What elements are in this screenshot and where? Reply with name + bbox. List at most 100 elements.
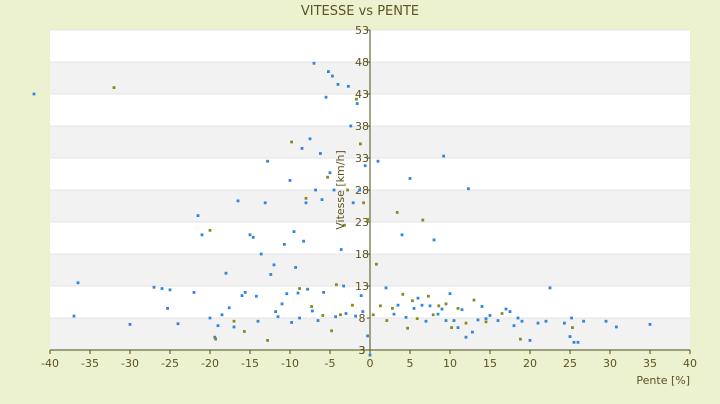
data-point-blue bbox=[304, 201, 308, 205]
data-point-olive bbox=[355, 97, 358, 101]
data-point-blue bbox=[366, 334, 369, 338]
data-point-blue bbox=[359, 294, 363, 297]
data-point-blue bbox=[256, 319, 260, 323]
x-tick-label: -25 bbox=[161, 357, 179, 370]
x-tick-labels: -40 -35 -30 -25 -20 -15 -10 -5 0 5 10 15 20 25 30 35 40 bbox=[41, 350, 697, 370]
data-point-blue bbox=[516, 316, 520, 320]
data-point-blue bbox=[504, 307, 508, 311]
data-point-olive bbox=[437, 304, 441, 308]
data-point-olive bbox=[411, 299, 414, 303]
data-point-olive bbox=[431, 313, 435, 317]
data-point-olive bbox=[232, 319, 236, 323]
data-point-blue bbox=[306, 287, 309, 291]
data-point-blue bbox=[240, 294, 244, 297]
data-point-blue bbox=[176, 322, 180, 326]
data-point-blue bbox=[312, 61, 316, 65]
data-point-blue bbox=[328, 171, 332, 175]
x-tick-label: -40 bbox=[41, 357, 59, 370]
y-tick-label: 23 bbox=[355, 216, 369, 229]
data-point-olive bbox=[456, 307, 460, 310]
data-point-blue bbox=[324, 95, 328, 99]
data-point-blue bbox=[327, 70, 330, 73]
y-tick-label: 8 bbox=[359, 312, 366, 325]
data-point-blue bbox=[227, 306, 231, 310]
data-point-blue bbox=[528, 339, 532, 342]
y-tick-label: 3 bbox=[359, 344, 366, 357]
data-point-blue bbox=[308, 137, 312, 141]
x-tick-label: -10 bbox=[281, 357, 299, 370]
data-point-blue bbox=[263, 201, 267, 205]
data-point-blue bbox=[220, 313, 224, 317]
data-point-blue bbox=[302, 239, 305, 243]
y-axis-label: Vitesse [km/h] bbox=[334, 150, 347, 230]
x-tick-label: 5 bbox=[407, 357, 414, 370]
data-point-olive bbox=[395, 211, 399, 214]
x-tick-label: -35 bbox=[81, 357, 99, 370]
data-point-blue bbox=[464, 335, 468, 339]
data-point-blue bbox=[168, 288, 172, 292]
data-point-olive bbox=[427, 294, 430, 298]
x-tick-label: -5 bbox=[325, 357, 336, 370]
data-point-olive bbox=[391, 307, 394, 310]
data-point-blue bbox=[361, 310, 365, 313]
data-point-olive bbox=[310, 305, 313, 308]
data-point-olive bbox=[571, 326, 574, 329]
data-point-blue bbox=[404, 315, 408, 319]
data-point-blue bbox=[285, 292, 289, 296]
x-tick-label: 10 bbox=[443, 357, 457, 370]
data-point-blue bbox=[296, 291, 300, 295]
data-point-olive bbox=[326, 175, 329, 179]
data-point-blue bbox=[232, 325, 236, 329]
data-point-olive bbox=[346, 188, 349, 192]
data-point-blue bbox=[314, 188, 317, 192]
data-point-olive bbox=[298, 287, 301, 290]
data-point-blue bbox=[570, 316, 573, 320]
data-point-blue bbox=[576, 340, 580, 344]
y-tick-label: 53 bbox=[355, 24, 369, 37]
data-point-olive bbox=[500, 312, 504, 315]
data-point-blue bbox=[128, 323, 132, 326]
data-point-olive bbox=[243, 330, 246, 333]
data-point-olive bbox=[335, 283, 338, 287]
data-point-blue bbox=[200, 233, 204, 237]
data-point-blue bbox=[442, 154, 445, 158]
data-point-blue bbox=[400, 233, 404, 237]
data-point-blue bbox=[604, 319, 608, 323]
data-point-blue bbox=[355, 102, 359, 105]
data-point-blue bbox=[488, 314, 492, 317]
data-point-blue bbox=[508, 310, 512, 313]
data-point-blue bbox=[243, 291, 247, 294]
data-point-blue bbox=[444, 319, 448, 322]
data-point-blue bbox=[448, 292, 452, 296]
data-point-olive bbox=[444, 302, 448, 306]
x-tick-label: 0 bbox=[367, 357, 374, 370]
y-tick-label: 33 bbox=[355, 152, 369, 165]
data-point-blue bbox=[322, 291, 325, 294]
data-point-blue bbox=[316, 319, 320, 322]
data-point-blue bbox=[484, 317, 488, 321]
data-point-blue bbox=[32, 92, 36, 96]
data-point-olive bbox=[519, 337, 522, 341]
data-point-olive bbox=[450, 326, 453, 329]
x-tick-label: 15 bbox=[483, 357, 497, 370]
data-point-blue bbox=[563, 321, 566, 325]
y-tick-label: 28 bbox=[355, 184, 369, 197]
data-point-olive bbox=[339, 313, 342, 317]
data-point-blue bbox=[342, 284, 345, 288]
data-point-olive bbox=[406, 326, 409, 330]
data-point-olive bbox=[214, 337, 217, 341]
data-point-blue bbox=[424, 319, 428, 323]
data-point-blue bbox=[544, 319, 548, 323]
data-point-blue bbox=[520, 319, 524, 323]
data-point-blue bbox=[347, 84, 350, 88]
data-point-blue bbox=[432, 238, 436, 242]
data-point-blue bbox=[536, 321, 540, 325]
data-point-olive bbox=[379, 304, 382, 308]
data-point-blue bbox=[294, 266, 297, 269]
data-point-blue bbox=[290, 321, 293, 324]
data-point-blue bbox=[292, 230, 296, 233]
data-point-blue bbox=[396, 303, 400, 307]
data-point-blue bbox=[572, 340, 576, 344]
data-point-blue bbox=[248, 233, 252, 237]
